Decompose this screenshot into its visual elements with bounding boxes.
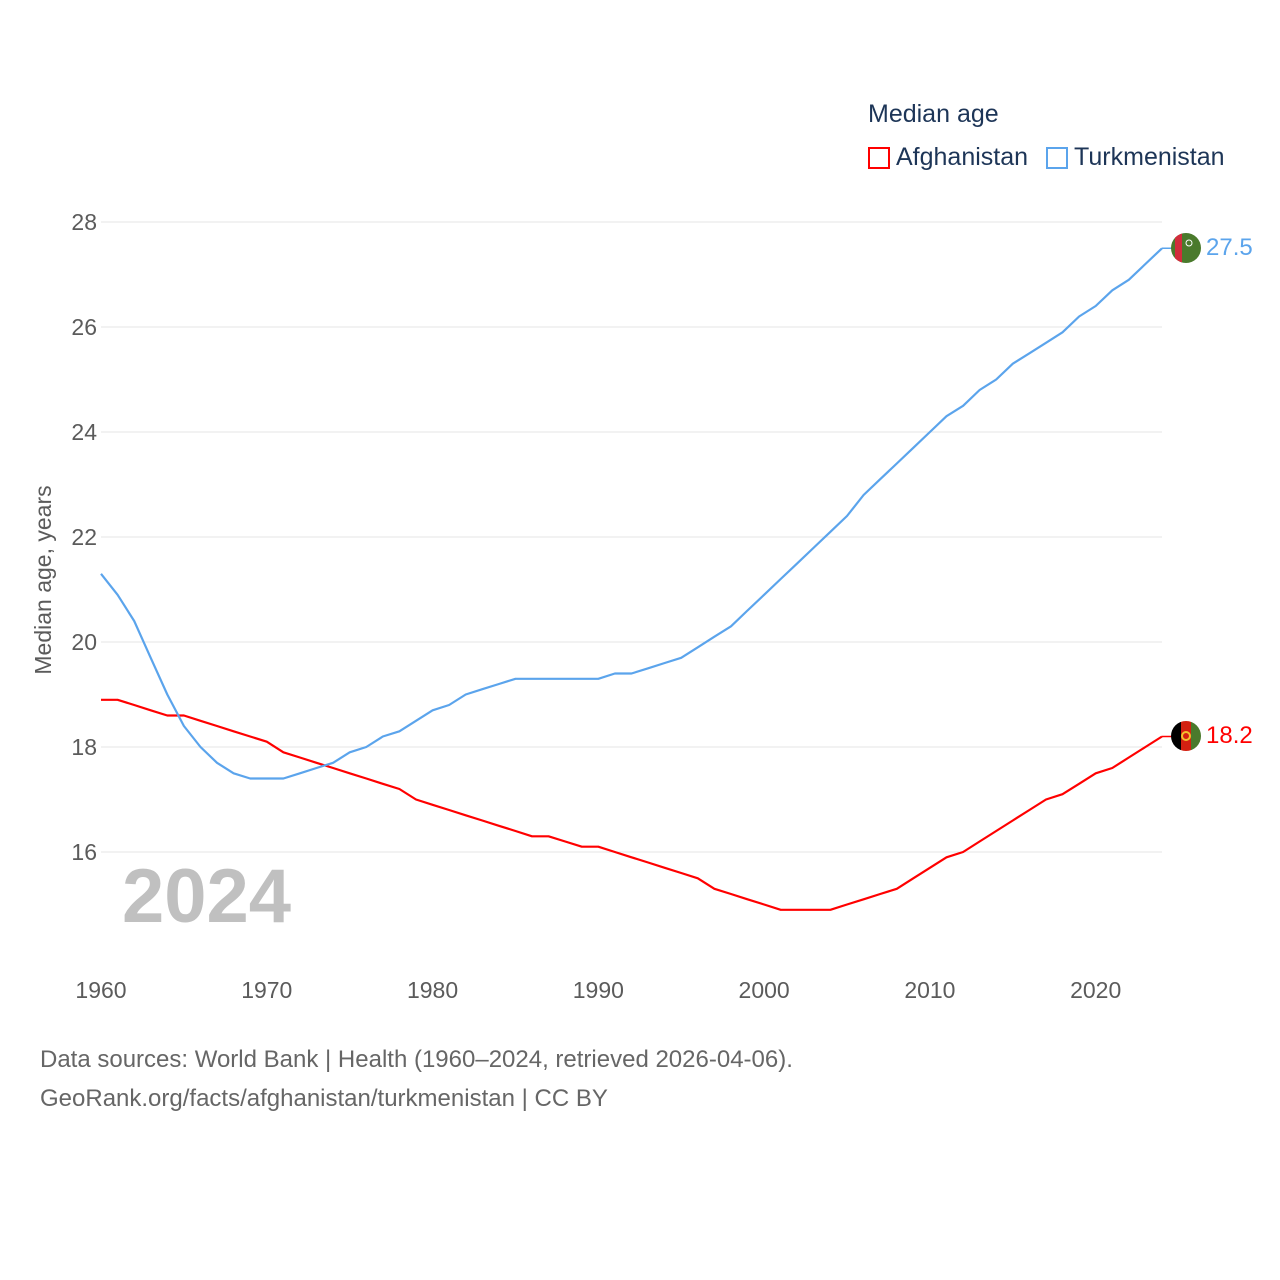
y-axis-ticks: 16 18 20 22 24 26 28	[71, 209, 97, 865]
x-tick-label: 2020	[1070, 977, 1121, 1003]
source-url-link[interactable]: GeoRank.org/facts/afghanistan/turkmenist…	[40, 1085, 608, 1112]
y-tick-label: 20	[71, 629, 97, 655]
data-source-text: Data sources: World Bank | Health (1960–…	[40, 1046, 793, 1073]
y-tick-label: 18	[71, 734, 97, 760]
x-tick-label: 2010	[904, 977, 955, 1003]
turkmenistan-swatch	[1046, 146, 1069, 169]
series-line-afghanistan[interactable]	[101, 698, 1163, 911]
y-tick-label: 24	[71, 419, 97, 445]
y-axis-label: Median age, years	[30, 485, 56, 674]
afghanistan-swatch	[868, 146, 890, 169]
y-tick-label: 28	[71, 209, 97, 235]
x-tick-label: 1980	[407, 977, 458, 1003]
legend-item-turkmenistan[interactable]: Turkmenistan	[1046, 143, 1225, 172]
x-tick-label: 2000	[739, 977, 790, 1003]
x-axis-ticks: 1960 1970 1980 1990 2000 2010 2020	[75, 977, 1121, 1003]
turkmenistan-end-label: 27.5	[1206, 234, 1253, 261]
y-tick-label: 26	[71, 314, 97, 340]
legend: Afghanistan Turkmenistan	[868, 143, 1225, 172]
legend-label: Turkmenistan	[1074, 143, 1225, 171]
legend-title: Median age	[868, 100, 999, 128]
x-tick-label: 1970	[241, 977, 292, 1003]
year-watermark: 2024	[122, 854, 291, 939]
series-line-turkmenistan[interactable]	[100, 247, 1163, 780]
turkmenistan-flag-icon	[1171, 233, 1201, 263]
afghanistan-flag-icon	[1171, 721, 1201, 751]
afghanistan-end-label: 18.2	[1206, 722, 1253, 749]
x-tick-label: 1960	[75, 977, 126, 1003]
grid-lines	[101, 221, 1162, 853]
y-tick-label: 22	[71, 524, 97, 550]
legend-item-afghanistan[interactable]: Afghanistan	[868, 143, 1028, 172]
y-tick-label: 16	[71, 839, 97, 865]
x-tick-label: 1990	[573, 977, 624, 1003]
series	[100, 247, 1172, 911]
legend-label: Afghanistan	[896, 143, 1029, 171]
